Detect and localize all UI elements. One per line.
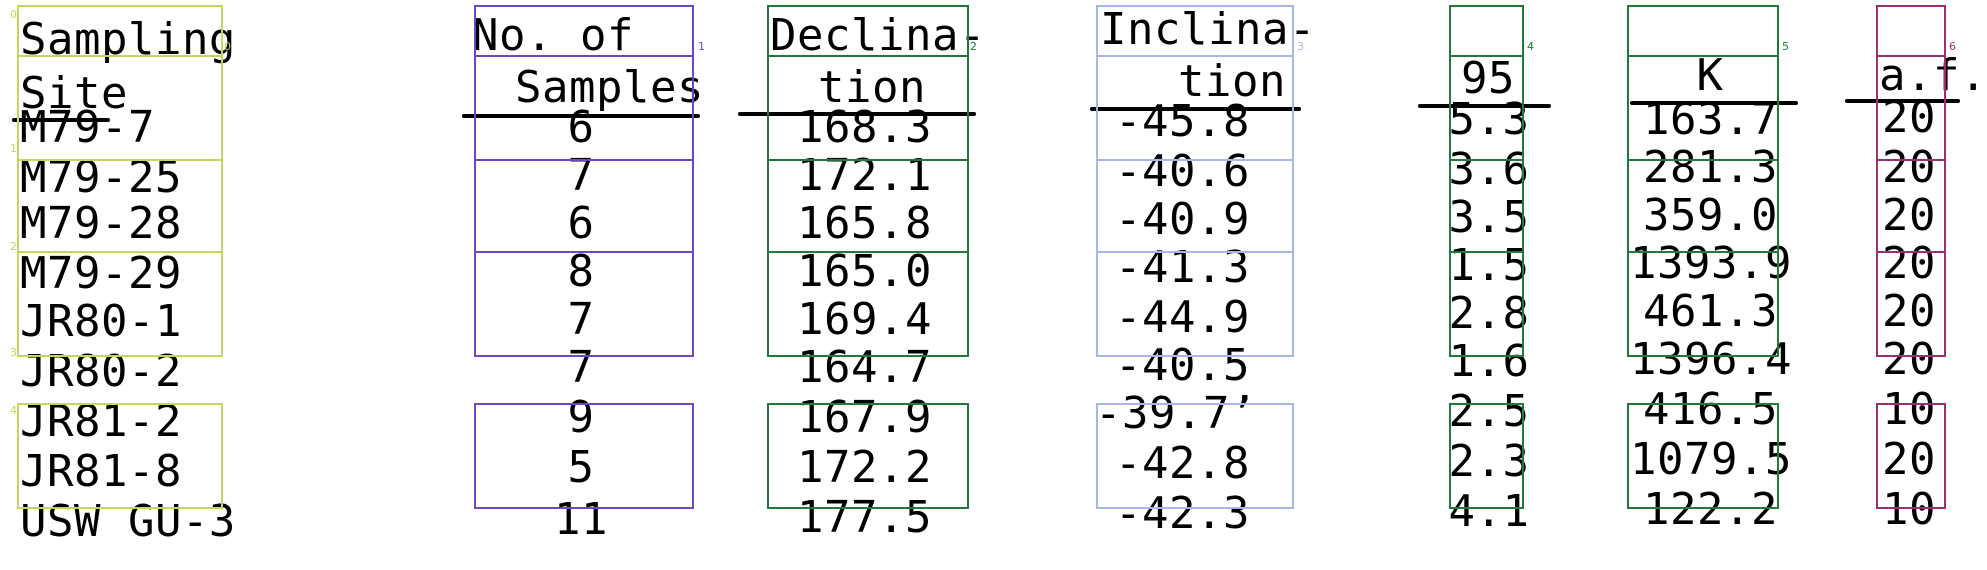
row-6-site: JR80-2 (20, 346, 182, 397)
overlay-label-block-5: 5 (1782, 40, 1789, 53)
row-8-alpha95: 2.3 (1448, 436, 1530, 487)
row-3-site: M79-28 (20, 198, 182, 249)
row-8-samples: 5 (567, 442, 595, 493)
row-2-k: 281.3 (1643, 142, 1778, 193)
row-8-k: 1079.5 (1630, 434, 1792, 485)
row-4-declination: 165.0 (797, 246, 932, 297)
row-7-site: JR81-2 (20, 396, 182, 447)
row-7-alpha95: 2.5 (1448, 386, 1530, 437)
row-7-inclination: -39.7’ (1095, 388, 1257, 439)
header-samples-line-2: Samples (515, 62, 704, 113)
row-5-declination: 169.4 (797, 294, 932, 345)
row-2-samples: 7 (567, 150, 595, 201)
overlay-label-group-3-site: 3 (10, 346, 17, 359)
row-1-alpha95: 5.3 (1448, 94, 1530, 145)
row-3-samples: 6 (567, 198, 595, 249)
overlay-label-block-4: 4 (1527, 40, 1534, 53)
row-1-samples: 6 (567, 102, 595, 153)
row-3-declination: 165.8 (797, 198, 932, 249)
row-1-k: 163.7 (1643, 94, 1778, 145)
row-7-declination: 167.9 (797, 392, 932, 443)
row-3-inclination: -40.9 (1115, 194, 1250, 245)
row-8-af: 20 (1882, 434, 1936, 485)
row-5-af: 20 (1882, 286, 1936, 337)
row-4-inclination: -41.3 (1115, 242, 1250, 293)
row-4-site: M79-29 (20, 248, 182, 299)
row-6-inclination: -40.5 (1115, 340, 1250, 391)
row-5-samples: 7 (567, 294, 595, 345)
row-6-declination: 164.7 (797, 342, 932, 393)
row-6-samples: 7 (567, 342, 595, 393)
row-6-k: 1396.4 (1630, 334, 1792, 385)
row-9-site: USW GU-3 (20, 496, 236, 547)
row-9-inclination: -42.3 (1115, 488, 1250, 539)
overlay-af-group-0 (1876, 5, 1946, 57)
overlay-label-group-4-site: 4 (10, 404, 17, 417)
header-inclination-line-1: Inclina- (1100, 4, 1316, 55)
row-1-inclination: -45.8 (1115, 96, 1250, 147)
row-1-declination: 168.3 (797, 102, 932, 153)
row-2-site: M79-25 (20, 152, 182, 203)
row-9-declination: 177.5 (797, 492, 932, 543)
overlay-k-group-0 (1627, 5, 1779, 57)
row-4-k: 1393.9 (1630, 238, 1792, 289)
row-5-inclination: -44.9 (1115, 292, 1250, 343)
row-3-alpha95: 3.5 (1448, 192, 1530, 243)
row-8-site: JR81-8 (20, 446, 182, 497)
overlay-label-group-2-site: 2 (10, 240, 17, 253)
row-5-alpha95: 2.8 (1448, 288, 1530, 339)
row-8-inclination: -42.8 (1115, 438, 1250, 489)
row-3-k: 359.0 (1643, 190, 1778, 241)
row-7-samples: 9 (567, 392, 595, 443)
row-2-inclination: -40.6 (1115, 146, 1250, 197)
row-4-af: 20 (1882, 238, 1936, 289)
row-2-af: 20 (1882, 142, 1936, 193)
row-7-af: 10 (1882, 384, 1936, 435)
row-3-af: 20 (1882, 190, 1936, 241)
row-9-samples: 11 (554, 494, 608, 545)
row-6-alpha95: 1.6 (1448, 336, 1530, 387)
overlay-label-group-1-site: 1 (10, 142, 17, 155)
overlay-alpha95-group-0 (1449, 5, 1524, 57)
overlay-label-group-0-site: 0 (10, 8, 17, 21)
row-2-declination: 172.1 (797, 150, 932, 201)
row-9-k: 122.2 (1643, 484, 1778, 535)
row-6-af: 20 (1882, 334, 1936, 385)
row-9-af: 10 (1882, 484, 1936, 535)
row-4-samples: 8 (567, 246, 595, 297)
header-declination-line-1: Declina- (770, 10, 986, 61)
row-1-af: 20 (1882, 92, 1936, 143)
row-5-site: JR80-1 (20, 296, 182, 347)
row-7-k: 416.5 (1643, 384, 1778, 435)
row-5-k: 461.3 (1643, 286, 1778, 337)
header-k-line-2: K (1696, 50, 1724, 101)
row-1-site: M79-7 (20, 102, 155, 153)
row-9-alpha95: 4.1 (1448, 486, 1530, 537)
row-2-alpha95: 3.6 (1448, 144, 1530, 195)
header-site-line-1: Sampling (20, 14, 236, 65)
header-samples-line-1: No. of (472, 10, 634, 61)
row-4-alpha95: 1.5 (1448, 240, 1530, 291)
overlay-label-block-1: 1 (698, 40, 705, 53)
row-8-declination: 172.2 (797, 442, 932, 493)
